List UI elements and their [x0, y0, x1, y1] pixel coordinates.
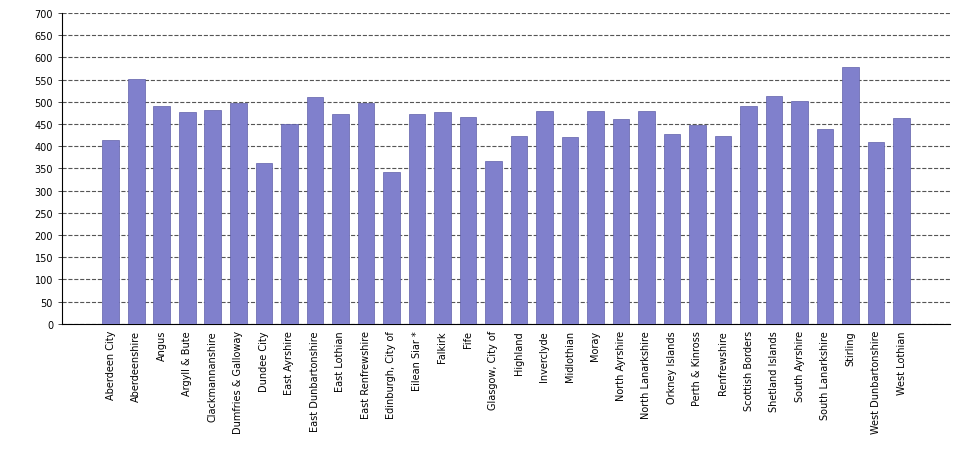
Bar — [740, 106, 756, 324]
Bar — [102, 141, 119, 324]
Bar — [536, 112, 553, 324]
Bar — [281, 124, 298, 324]
Bar — [638, 112, 655, 324]
Bar — [792, 102, 808, 324]
Bar — [817, 130, 834, 324]
Bar — [409, 114, 425, 324]
Bar — [307, 98, 323, 324]
Bar — [511, 137, 527, 324]
Bar — [664, 134, 680, 324]
Bar — [562, 138, 578, 324]
Bar — [128, 80, 144, 324]
Bar — [587, 112, 604, 324]
Bar — [485, 162, 501, 324]
Bar — [179, 113, 196, 324]
Bar — [613, 119, 629, 324]
Bar — [357, 103, 374, 324]
Bar — [868, 143, 884, 324]
Bar — [435, 113, 451, 324]
Bar — [690, 126, 706, 324]
Bar — [230, 103, 246, 324]
Bar — [154, 107, 170, 324]
Bar — [893, 119, 910, 324]
Bar — [459, 118, 477, 324]
Bar — [256, 164, 272, 324]
Bar — [842, 68, 859, 324]
Bar — [766, 97, 782, 324]
Bar — [714, 137, 732, 324]
Bar — [383, 173, 399, 324]
Bar — [332, 115, 349, 324]
Bar — [204, 111, 221, 324]
